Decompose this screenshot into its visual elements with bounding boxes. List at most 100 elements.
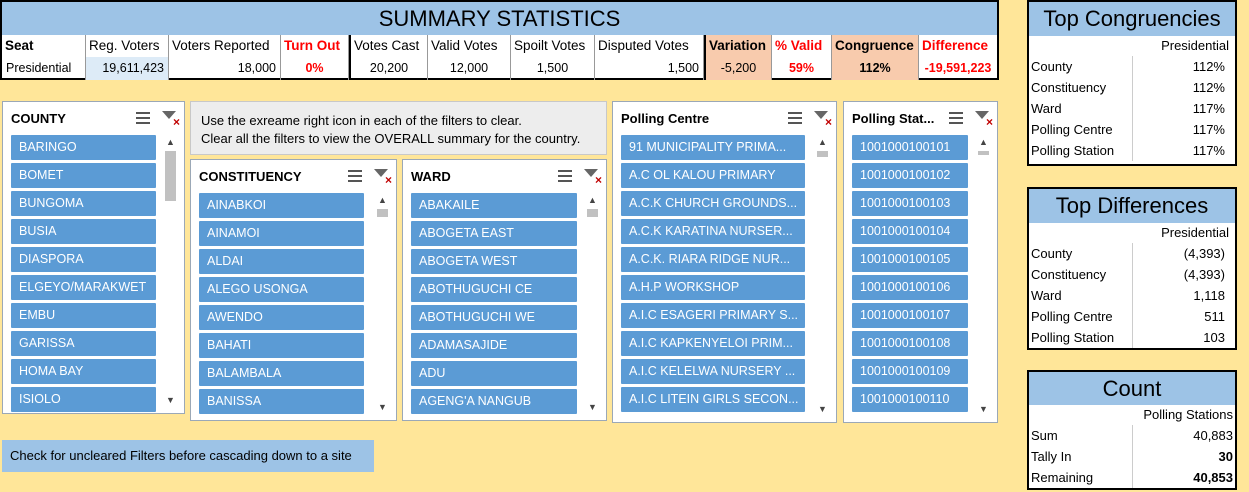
multi-select-icon[interactable] <box>947 110 965 126</box>
scroll-up-arrow-icon[interactable]: ▲ <box>378 195 387 205</box>
ward-scrollbar[interactable]: ▲ ▼ <box>585 193 600 414</box>
count-row[interactable]: Tally In 30 <box>1029 446 1235 467</box>
slicer-item[interactable]: BOMET <box>11 163 156 188</box>
scroll-down-arrow-icon[interactable]: ▼ <box>818 404 827 414</box>
slicer-item[interactable]: BALAMBALA <box>199 361 364 386</box>
scroll-thumb[interactable] <box>978 151 989 155</box>
value-votes-cast[interactable]: 20,200 <box>369 61 409 75</box>
slicer-item[interactable]: ABOTHUGUCHI WE <box>411 305 577 330</box>
slicer-item[interactable]: ALDAI <box>199 249 364 274</box>
polling-station-scrollbar[interactable]: ▲ ▼ <box>976 135 991 416</box>
multi-select-icon[interactable] <box>556 168 574 184</box>
slicer-item[interactable]: 1001000100109 <box>852 359 968 384</box>
clear-filter-icon[interactable] <box>812 110 832 129</box>
slicer-item[interactable]: ELGEYO/MARAKWET <box>11 275 156 300</box>
scroll-down-arrow-icon[interactable]: ▼ <box>166 395 175 405</box>
scroll-thumb[interactable] <box>587 209 598 217</box>
count-row[interactable]: Remaining 40,853 <box>1029 467 1235 488</box>
slicer-item[interactable]: HOMA BAY <box>11 359 156 384</box>
slicer-item[interactable]: A.I.C ESAGERI PRIMARY S... <box>621 303 805 328</box>
polling-centre-scrollbar[interactable]: ▲ ▼ <box>815 135 830 416</box>
difference-row[interactable]: Ward 1,118 <box>1029 285 1235 306</box>
difference-row[interactable]: County (4,393) <box>1029 243 1235 264</box>
constituency-scrollbar[interactable]: ▲ ▼ <box>375 193 390 414</box>
slicer-item[interactable]: BUSIA <box>11 219 156 244</box>
scroll-up-arrow-icon[interactable]: ▲ <box>166 137 175 147</box>
slicer-item[interactable]: ADAMASAJIDE <box>411 333 577 358</box>
slicer-item[interactable]: 1001000100104 <box>852 219 968 244</box>
slicer-item[interactable]: 1001000100101 <box>852 135 968 160</box>
count-row[interactable]: Sum 40,883 <box>1029 425 1235 446</box>
slicer-item[interactable]: ISIOLO <box>11 387 156 412</box>
congruency-row[interactable]: Constituency 112% <box>1029 77 1235 98</box>
scroll-down-arrow-icon[interactable]: ▼ <box>588 402 597 412</box>
slicer-item[interactable]: A.I.C KAPKENYELOI PRIM... <box>621 331 805 356</box>
multi-select-icon[interactable] <box>134 110 152 126</box>
slicer-item[interactable]: A.H.P WORKSHOP <box>621 275 805 300</box>
value-congruence[interactable]: 112% <box>859 61 891 75</box>
slicer-item[interactable]: BAHATI <box>199 333 364 358</box>
value-spoilt-votes[interactable]: 1,500 <box>536 61 569 75</box>
congruency-row[interactable]: Ward 117% <box>1029 98 1235 119</box>
value-disputed-votes[interactable]: 1,500 <box>667 61 699 75</box>
congruency-row[interactable]: Polling Station 117% <box>1029 140 1235 161</box>
slicer-item[interactable]: AGENG'A NANGUB <box>411 389 577 414</box>
slicer-item[interactable]: 1001000100110 <box>852 387 968 412</box>
scroll-up-arrow-icon[interactable]: ▲ <box>588 195 597 205</box>
clear-filter-icon[interactable] <box>973 110 993 129</box>
scroll-thumb[interactable] <box>377 209 388 217</box>
slicer-item[interactable]: 1001000100103 <box>852 191 968 216</box>
difference-row[interactable]: Constituency (4,393) <box>1029 264 1235 285</box>
slicer-item[interactable]: A.C.K. RIARA RIDGE NUR... <box>621 247 805 272</box>
difference-row[interactable]: Polling Centre 511 <box>1029 306 1235 327</box>
value-difference[interactable]: -19,591,223 <box>924 61 992 75</box>
scroll-thumb[interactable] <box>165 151 176 201</box>
value-valid-votes[interactable]: 12,000 <box>449 61 489 75</box>
clear-filter-icon[interactable] <box>582 168 602 187</box>
slicer-item[interactable]: 91 MUNICIPALITY PRIMA... <box>621 135 805 160</box>
slicer-item[interactable]: 1001000100102 <box>852 163 968 188</box>
slicer-item[interactable]: A.C OL KALOU PRIMARY <box>621 163 805 188</box>
slicer-item[interactable]: AINAMOI <box>199 221 364 246</box>
slicer-item[interactable]: AINABKOI <box>199 193 364 218</box>
value-turn-out[interactable]: 0% <box>305 61 324 75</box>
value-variation[interactable]: -5,200 <box>720 61 757 75</box>
county-scrollbar[interactable]: ▲ ▼ <box>163 135 178 407</box>
slicer-item[interactable]: 1001000100106 <box>852 275 968 300</box>
slicer-item[interactable]: ABOGETA EAST <box>411 221 577 246</box>
scroll-down-arrow-icon[interactable]: ▼ <box>378 402 387 412</box>
slicer-item[interactable]: 1001000100107 <box>852 303 968 328</box>
value-seat[interactable]: Presidential <box>6 61 72 75</box>
value-reg-voters[interactable]: 19,611,423 <box>86 57 168 80</box>
value-pct-valid[interactable]: 59% <box>788 61 815 75</box>
difference-row[interactable]: Polling Station 103 <box>1029 327 1235 348</box>
clear-filter-icon[interactable] <box>160 110 180 129</box>
slicer-item[interactable]: BARINGO <box>11 135 156 160</box>
scroll-down-arrow-icon[interactable]: ▼ <box>979 404 988 414</box>
slicer-item[interactable]: 1001000100108 <box>852 331 968 356</box>
scroll-up-arrow-icon[interactable]: ▲ <box>818 137 827 147</box>
slicer-item[interactable]: 1001000100105 <box>852 247 968 272</box>
slicer-item[interactable]: ABAKAILE <box>411 193 577 218</box>
slicer-item[interactable]: ABOGETA WEST <box>411 249 577 274</box>
slicer-item[interactable]: ALEGO USONGA <box>199 277 364 302</box>
congruency-row[interactable]: Polling Centre 117% <box>1029 119 1235 140</box>
multi-select-icon[interactable] <box>786 110 804 126</box>
slicer-item[interactable]: ABOTHUGUCHI CE <box>411 277 577 302</box>
slicer-item[interactable]: GARISSA <box>11 331 156 356</box>
slicer-item[interactable]: A.I.C LITEIN GIRLS SECON... <box>621 387 805 412</box>
scroll-up-arrow-icon[interactable]: ▲ <box>979 137 988 147</box>
multi-select-icon[interactable] <box>346 168 364 184</box>
slicer-item[interactable]: DIASPORA <box>11 247 156 272</box>
slicer-item[interactable]: A.C.K CHURCH GROUNDS... <box>621 191 805 216</box>
slicer-item[interactable]: BANISSA <box>199 389 364 414</box>
slicer-item[interactable]: ADU <box>411 361 577 386</box>
clear-filter-icon[interactable] <box>372 168 392 187</box>
congruency-row[interactable]: County 112% <box>1029 56 1235 77</box>
slicer-item[interactable]: EMBU <box>11 303 156 328</box>
slicer-item[interactable]: AWENDO <box>199 305 364 330</box>
value-voters-reported[interactable]: 18,000 <box>237 61 276 75</box>
slicer-item[interactable]: BUNGOMA <box>11 191 156 216</box>
scroll-thumb[interactable] <box>817 151 828 157</box>
slicer-item[interactable]: A.I.C KELELWA NURSERY ... <box>621 359 805 384</box>
